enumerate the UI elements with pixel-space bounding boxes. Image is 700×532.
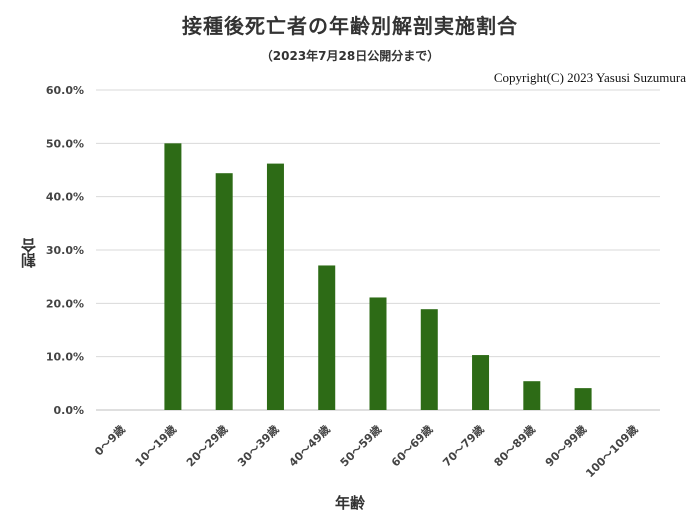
y-tick-label: 40.0% — [46, 191, 84, 204]
bar — [266, 163, 284, 410]
bar — [215, 173, 233, 410]
x-tick-label: 50～59歳 — [337, 422, 384, 469]
copyright-notice: Copyright(C) 2023 Yasusi Suzumura — [493, 70, 686, 85]
bar — [164, 143, 182, 411]
bar — [369, 297, 387, 410]
y-tick-label: 20.0% — [46, 297, 84, 310]
x-tick-label: 10～19歳 — [132, 422, 179, 469]
bar — [523, 381, 541, 410]
bar — [318, 265, 336, 410]
x-tick-label: 100～109歳 — [583, 422, 641, 480]
x-tick-label: 90～99歳 — [542, 422, 589, 469]
x-axis-label: 年齢 — [334, 494, 365, 512]
y-tick-label: 60.0% — [46, 84, 84, 97]
y-tick-label: 50.0% — [46, 137, 84, 150]
x-tick-label: 70～79歳 — [440, 422, 487, 469]
y-tick-label: 0.0% — [53, 404, 84, 417]
bar — [574, 388, 592, 410]
x-tick-label: 80～89歳 — [491, 422, 538, 469]
x-tick-label: 60～69歳 — [388, 422, 435, 469]
chart-subtitle: （2023年7月28日公開分まで） — [260, 49, 440, 63]
y-tick-label: 10.0% — [46, 351, 84, 364]
bar — [472, 355, 490, 410]
x-tick-label: 20～29歳 — [183, 422, 230, 469]
x-tick-label: 40～49歳 — [286, 422, 333, 469]
bar — [420, 309, 438, 410]
x-tick-label: 30～39歳 — [234, 422, 281, 469]
chart-title: 接種後死亡者の年齢別解剖実施割合 — [182, 14, 518, 38]
y-tick-label: 30.0% — [46, 244, 84, 257]
x-tick-label: 0～9歳 — [91, 422, 127, 458]
